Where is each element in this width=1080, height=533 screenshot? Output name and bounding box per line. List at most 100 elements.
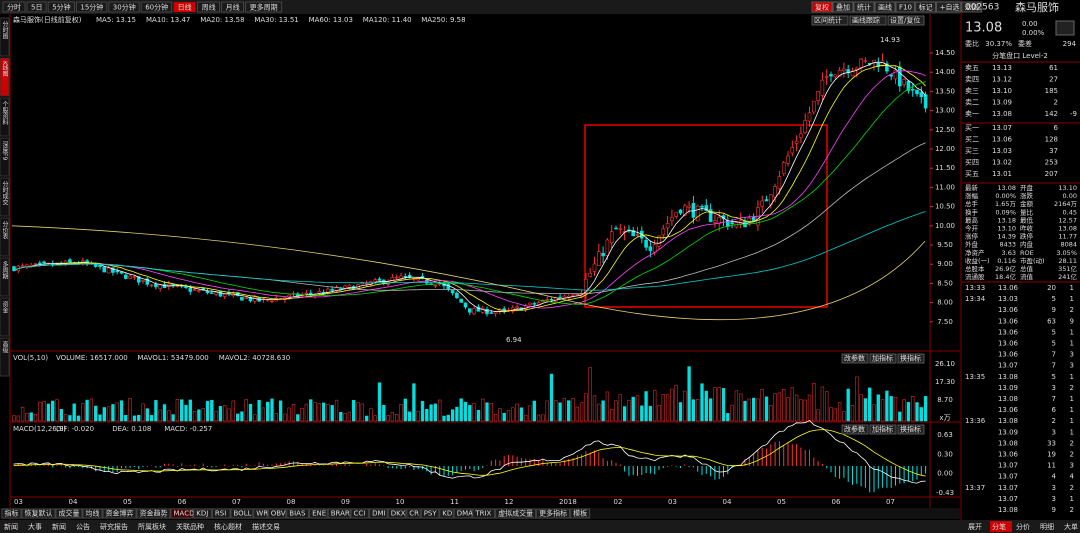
indicator-tab-label[interactable]: 模板 (573, 509, 587, 518)
panel-button[interactable] (887, 15, 925, 26)
panel-button[interactable] (869, 424, 897, 435)
indicator-tab-label[interactable]: CR (409, 510, 419, 518)
indicator-tab-label[interactable]: MACD (174, 510, 195, 518)
side-tab[interactable] (0, 137, 10, 177)
bottom-tab[interactable]: 核心题材 (214, 522, 242, 531)
add-button[interactable] (1055, 20, 1075, 36)
indicator-tab-label[interactable]: KD (442, 510, 452, 518)
tab[interactable] (47, 1, 75, 13)
side-tab[interactable] (0, 337, 10, 377)
indicator-tab[interactable] (453, 508, 473, 519)
bottom-tab[interactable]: 明细 (1040, 522, 1054, 531)
bottom-tab[interactable]: 新闻 (52, 522, 66, 531)
side-tab-label[interactable]: 深度F9 (1, 140, 8, 160)
panel-button[interactable] (869, 353, 897, 364)
side-tab[interactable] (0, 177, 10, 217)
side-tab[interactable] (0, 297, 10, 337)
panel-button[interactable] (849, 15, 887, 26)
bottom-tab[interactable]: 分笔 (992, 522, 1006, 531)
tab[interactable] (75, 1, 108, 13)
panel-button[interactable] (841, 424, 869, 435)
indicator-tab[interactable] (136, 508, 171, 519)
panel-button-label[interactable]: 换指标 (900, 354, 921, 363)
indicator-tab-label[interactable]: BIAS (289, 510, 306, 518)
indicator-tab-label[interactable]: TRIX (474, 510, 491, 518)
indicator-tab-label[interactable]: KDJ (196, 510, 208, 518)
indicator-tab[interactable] (286, 508, 310, 519)
indicator-tab[interactable] (570, 508, 591, 519)
side-tab[interactable] (0, 97, 10, 137)
tab-label[interactable]: 分时 (7, 3, 21, 12)
indicator-tab[interactable] (82, 508, 103, 519)
tab-label[interactable]: 日线 (178, 3, 192, 12)
panel-button[interactable] (897, 424, 925, 435)
bottom-tab[interactable]: 所属板块 (138, 522, 166, 531)
tab-label[interactable]: 月线 (226, 3, 240, 12)
tool-button[interactable] (874, 1, 896, 13)
tab[interactable] (2, 1, 26, 13)
side-tab[interactable] (0, 257, 10, 297)
indicator-tab[interactable] (55, 508, 83, 519)
side-tab-label[interactable]: 个股资料 (1, 101, 8, 126)
indicator-tab[interactable] (211, 508, 231, 519)
tool-button-label[interactable]: 复权 (815, 3, 829, 12)
bottom-tab[interactable]: 描述交易 (252, 522, 280, 531)
panel-button[interactable] (897, 353, 925, 364)
indicator-tab[interactable] (350, 508, 370, 519)
bottom-tab[interactable]: 关联品种 (176, 522, 204, 531)
panel-button[interactable] (811, 15, 849, 26)
tab-label[interactable]: 30分钟 (113, 3, 136, 12)
bottom-tab[interactable]: 大单 (1064, 522, 1078, 531)
panel-button-label[interactable]: 加指标 (872, 354, 893, 363)
tab[interactable] (245, 1, 283, 13)
tab[interactable] (26, 1, 47, 13)
indicator-tab-label[interactable]: 恢复默认 (25, 509, 53, 518)
tool-button[interactable] (853, 1, 875, 13)
panel-button-label[interactable]: 改参数 (844, 425, 865, 434)
bottom-tab[interactable]: 分价 (1016, 522, 1030, 531)
bottom-tab[interactable]: 新闻 (4, 522, 18, 531)
indicator-tab-label[interactable]: BRAR (331, 510, 350, 518)
indicator-tab-label[interactable]: 资金趋势 (140, 509, 168, 518)
tab-label[interactable]: 15分钟 (80, 3, 103, 12)
indicator-tab-label[interactable]: RSI (215, 510, 226, 518)
side-tab-label[interactable]: K线图 (1, 61, 8, 78)
bottom-tab[interactable]: 公告 (76, 522, 90, 531)
tool-button-label[interactable]: +自选 (940, 3, 960, 12)
panel-button[interactable] (841, 353, 869, 364)
indicator-tab-label[interactable]: WR (256, 510, 268, 518)
indicator-tab-label[interactable]: ENE (312, 510, 326, 518)
side-tab[interactable] (0, 17, 10, 57)
indicator-tab[interactable] (170, 508, 194, 519)
tab-label[interactable]: 5分钟 (52, 3, 70, 12)
indicator-tab[interactable] (495, 508, 537, 519)
indicator-tab-label[interactable]: BOLL (234, 510, 252, 518)
side-tab-label[interactable]: 高级 (1, 340, 8, 354)
indicator-tab-label[interactable]: DKX (391, 510, 406, 518)
indicator-tab[interactable] (406, 508, 421, 519)
indicator-tab[interactable] (267, 508, 287, 519)
tab[interactable] (108, 1, 140, 13)
panel-button-label[interactable]: 设置/复位 (890, 16, 920, 25)
tool-button[interactable] (895, 1, 916, 13)
indicator-tab[interactable] (439, 508, 454, 519)
bottom-tab[interactable]: 展开 (968, 523, 982, 531)
side-tab-label[interactable]: 多周期 (1, 260, 8, 280)
indicator-tab-label[interactable]: 资金博弈 (106, 509, 134, 518)
tab[interactable] (140, 1, 173, 13)
panel-button-label[interactable]: 区间统计 (814, 16, 842, 25)
side-tab[interactable] (0, 57, 10, 97)
indicator-tab[interactable] (536, 508, 571, 519)
tool-button[interactable] (961, 1, 983, 13)
tool-button[interactable] (915, 1, 937, 13)
indicator-tab-label[interactable]: 虚拟成交量 (498, 509, 533, 518)
tab[interactable] (197, 1, 221, 13)
tab-label[interactable]: 周线 (202, 3, 216, 12)
tab-label[interactable]: 更多周期 (250, 3, 278, 12)
indicator-tab[interactable] (253, 508, 268, 519)
tab[interactable] (221, 1, 245, 13)
indicator-tab[interactable] (21, 508, 56, 519)
bottom-tab[interactable]: 研究报告 (100, 522, 128, 531)
indicator-tab[interactable] (387, 508, 407, 519)
indicator-tab-label[interactable]: DMA (457, 510, 473, 518)
